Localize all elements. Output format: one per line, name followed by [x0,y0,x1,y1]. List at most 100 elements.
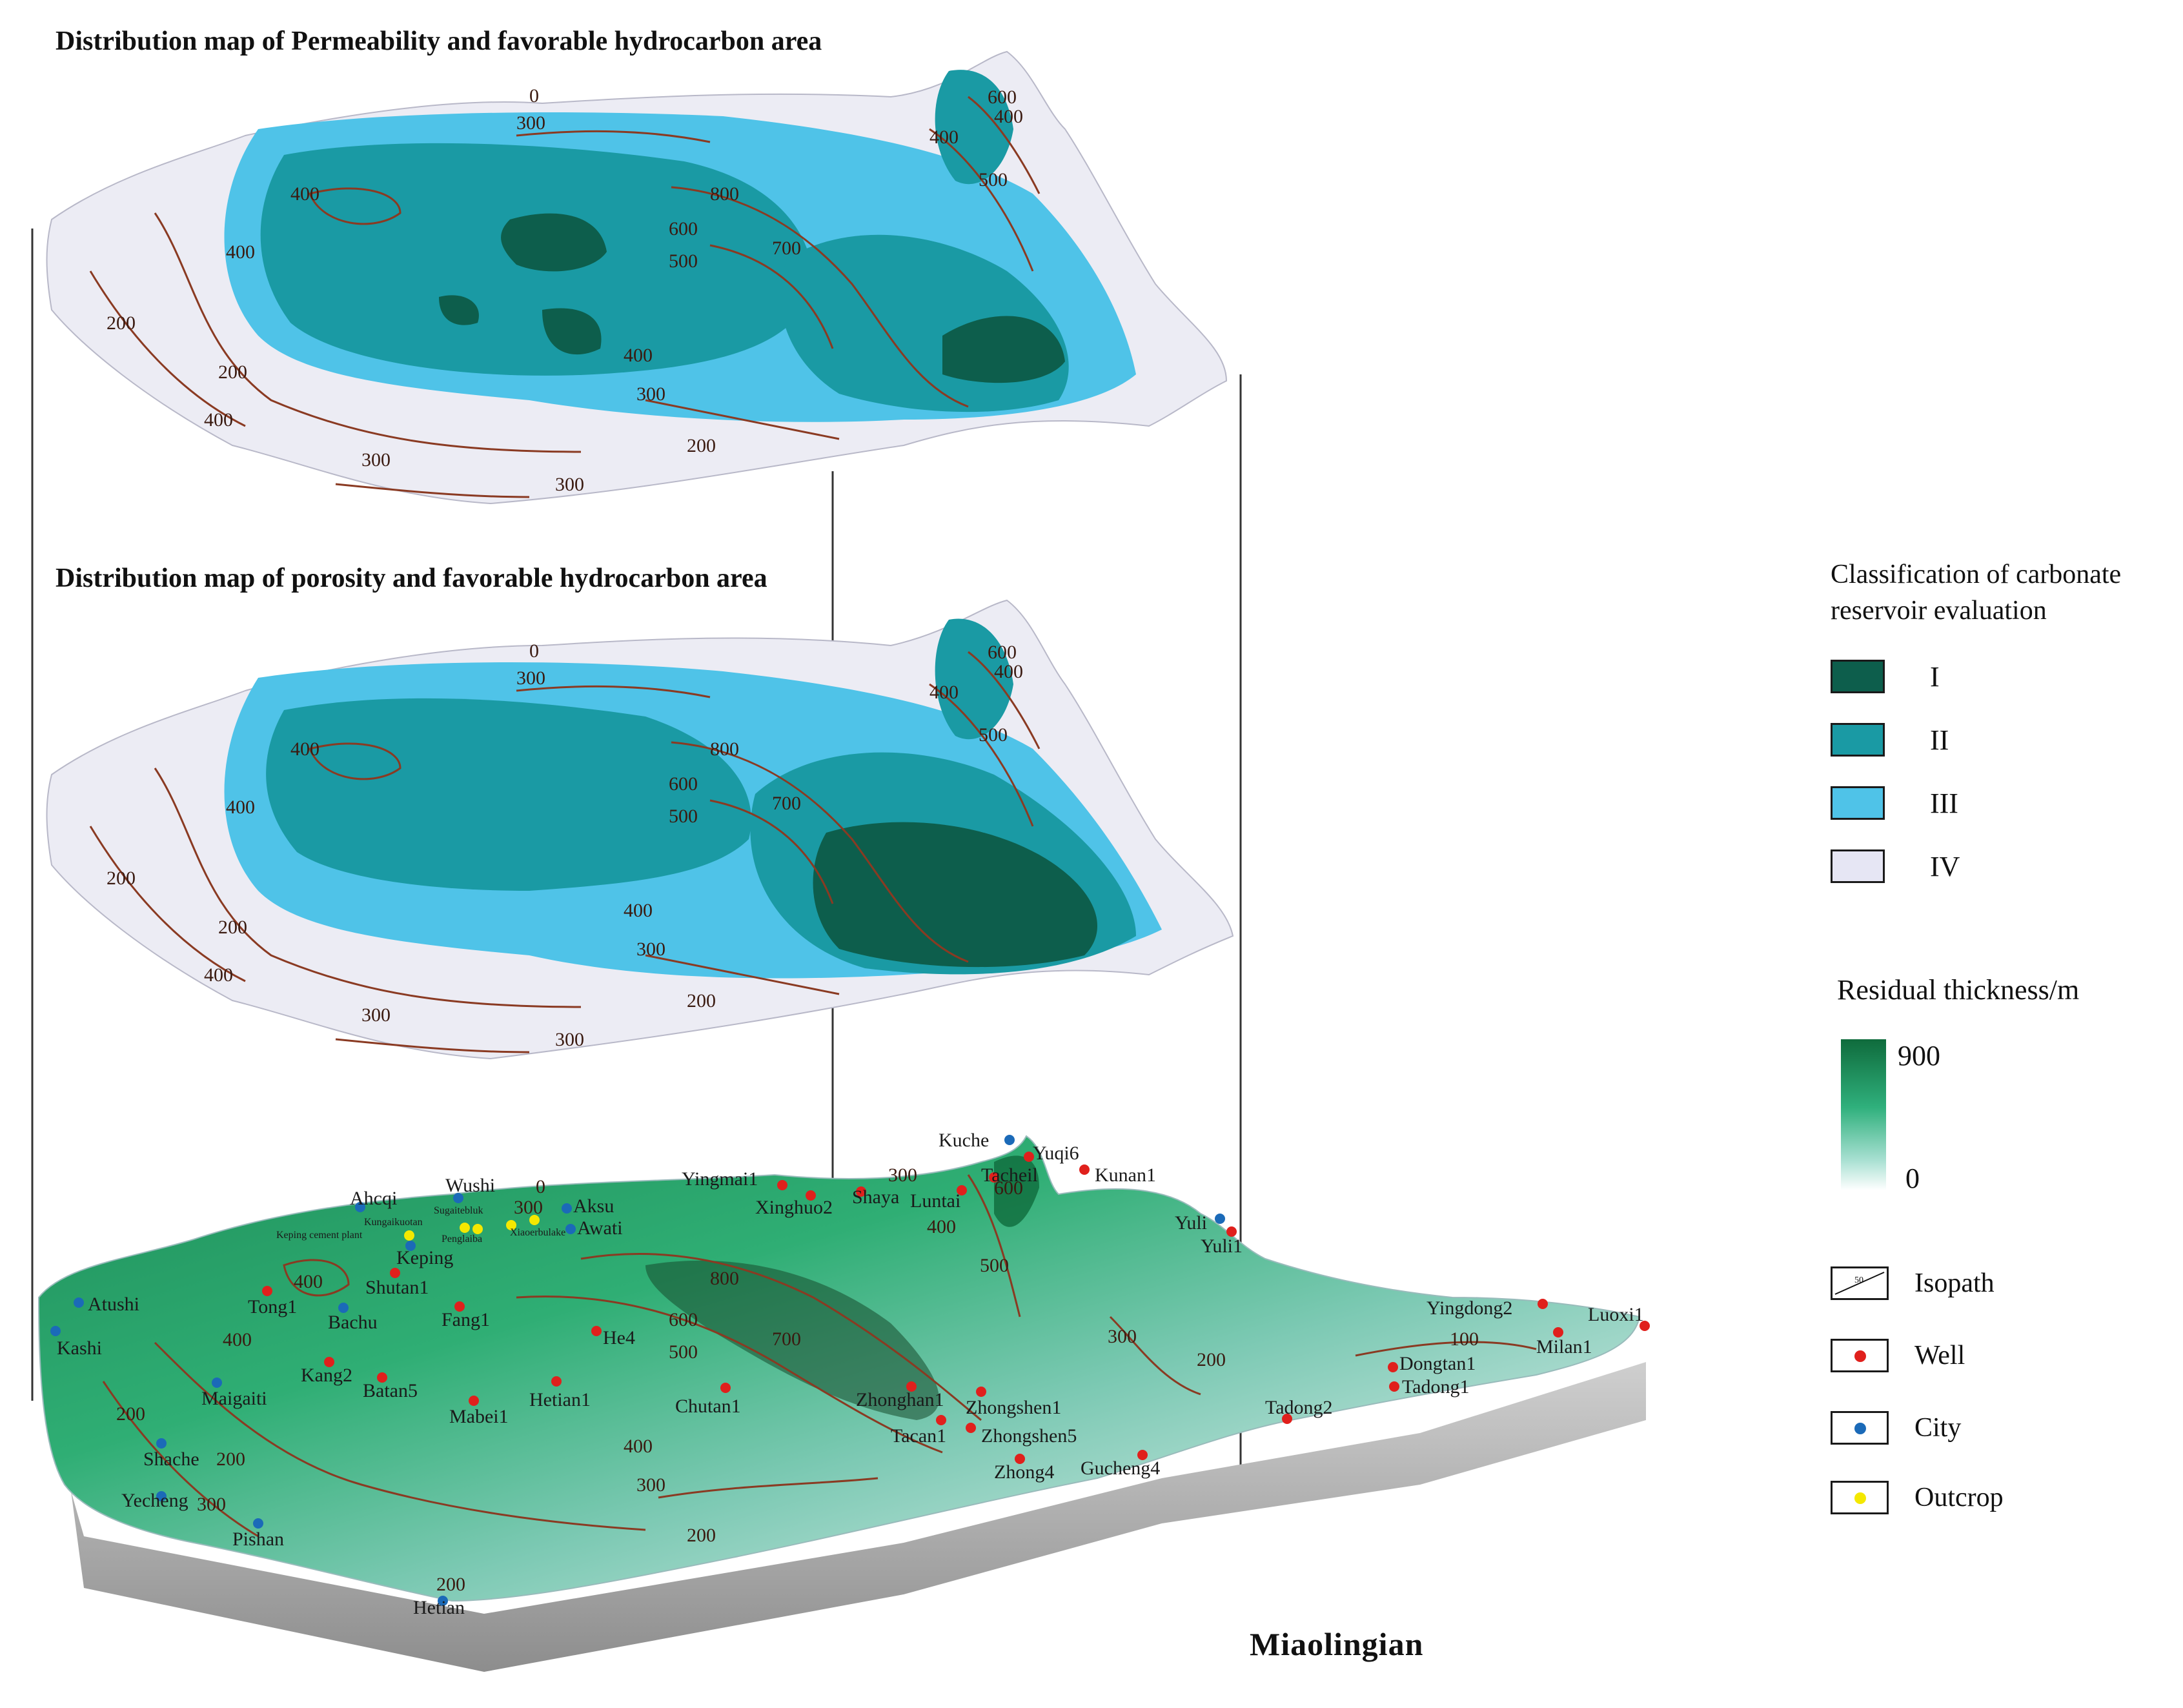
legend-outcrop: Outcrop [1831,1481,2004,1514]
thick-zone-core [645,1260,939,1420]
perm-contour-label: 600 [669,218,698,239]
class-III-swatch [1831,786,1885,820]
poro-contour-label: 300 [516,667,545,689]
poro-contour-label: 200 [218,917,247,938]
isopath-line-icon: 50 [1834,1272,1885,1295]
perm-contour-label: 0 [529,85,539,107]
well-label: Zhonghan1 [856,1389,944,1410]
class-IV-label: IV [1930,850,1960,882]
city-marker: Pishan [232,1518,284,1550]
city-symbol [1831,1411,1889,1445]
well-marker: Tadong2 [1265,1397,1333,1424]
well-label: Tacan1 [891,1425,946,1447]
well-marker: Dongtan1 [1388,1353,1476,1374]
well-marker: Milan1 [1536,1327,1592,1357]
city-marker: Kashi [50,1326,102,1359]
poro-contour-label: 500 [979,724,1008,746]
well-label: Yingmai1 [682,1168,758,1190]
outcrop-label: Keping cement plant [276,1230,363,1241]
well-marker: Yingmai1 [682,1168,787,1190]
well-label: Shaya [852,1186,899,1208]
outcrop-marker: Keping cement plant [276,1230,414,1241]
city-label: Hetian [413,1597,465,1618]
poro-contour-label: 0 [529,640,539,662]
thickness-color-ramp [1841,1039,1886,1190]
well-marker: Zhong4 [994,1454,1054,1483]
base-isopaths [102,1174,1537,1538]
well-label: Dongtan1 [1399,1353,1476,1374]
well-marker: Luntai [910,1185,967,1212]
city-marker: Hetian [413,1596,465,1618]
well-marker: Tacheil [981,1164,1038,1186]
permeability-class-II-zone-north [935,70,1013,185]
base-contour-label: 300 [636,1474,665,1496]
city-label: City [1914,1413,1962,1443]
well-marker: Fang1 [442,1301,490,1330]
city-label: Shache [143,1449,199,1470]
city-marker: Yuli [1175,1212,1225,1234]
perm-contour-label: 200 [107,312,136,334]
poro-contour-label: 300 [361,1004,391,1026]
perm-contour-label: 400 [204,409,233,431]
class-III-label: III [1930,787,1958,819]
base-contour-label: 300 [888,1164,917,1186]
well-label: Luoxi1 [1588,1304,1644,1325]
city-marker: Bachu [328,1303,378,1333]
base-contour-label: 300 [1108,1326,1137,1347]
thickness-max-label: 900 [1898,1040,1940,1072]
city-marker: Shache [143,1438,199,1470]
well-marker: Zhongshen1 [966,1387,1061,1418]
permeability-class-I-zone-2 [439,295,479,325]
well-marker: Kunan1 [1079,1164,1156,1186]
well-marker: Gucheng4 [1081,1450,1160,1479]
base-contour-label: 800 [710,1268,739,1289]
base-contour-label: 200 [1197,1349,1226,1370]
outcrop-label: Penglaiba [442,1234,482,1245]
poro-contour-label: 400 [226,797,255,818]
base-contour-label: 200 [116,1403,145,1425]
base-contour-label: 200 [687,1525,716,1546]
poro-contour-label: 400 [204,964,233,986]
legend-class-I: I [1831,658,1940,695]
perm-contour-label: 400 [994,106,1023,127]
poro-contour-label: 400 [929,682,959,703]
legend-class-III: III [1831,785,1958,821]
well-label: Tong1 [248,1296,297,1317]
base-contour-label: 400 [927,1216,956,1237]
well-marker: Mabei1 [449,1396,509,1427]
well-symbol [1831,1339,1889,1372]
permeability-map: 0 300 400 400 400 200 200 400 300 300 80… [46,50,1228,505]
city-label: Ahcqi [350,1188,397,1209]
well-label: Tadong2 [1265,1397,1333,1418]
base-contour-label: 0 [536,1176,545,1197]
city-label: Bachu [328,1312,378,1333]
legend-class-IV: IV [1831,848,1960,884]
outcrop-label: Outcrop [1914,1483,2004,1512]
base-contour-label: 400 [294,1271,323,1292]
city-label: Keping [396,1247,453,1268]
thickness-min-label: 0 [1905,1163,1920,1194]
city-dot-icon [1854,1423,1866,1434]
isopath-label: Isopath [1914,1268,1995,1298]
base-contour-label: 500 [669,1341,698,1363]
well-label: Gucheng4 [1081,1458,1160,1479]
perm-contour-label: 400 [226,241,255,263]
outcrop-symbol [1831,1481,1889,1514]
city-marker: Yecheng [121,1490,188,1511]
outcrop-markers: Sugaitebluk Kungaikuotan Keping cement p… [276,1205,565,1245]
base-contour-label: 100 [1450,1328,1479,1350]
city-marker: Keping [396,1241,453,1268]
well-marker: Tong1 [248,1286,297,1317]
well-marker: Batan5 [363,1372,418,1401]
outcrop-marker: Sugaitebluk [434,1205,483,1233]
poro-contour-label: 300 [555,1029,584,1050]
city-label: Yuli [1175,1212,1207,1234]
perm-contour-label: 400 [624,345,653,366]
city-label: Aksu [573,1195,614,1217]
isopath-symbol: 50 [1831,1266,1889,1300]
base-contour-label: 200 [216,1449,245,1470]
perm-contour-label: 500 [979,169,1008,190]
well-label: Shutan1 [365,1277,429,1298]
permeability-class-I-zone-4 [942,316,1065,383]
well-marker: Yuqi6 [1024,1143,1079,1164]
